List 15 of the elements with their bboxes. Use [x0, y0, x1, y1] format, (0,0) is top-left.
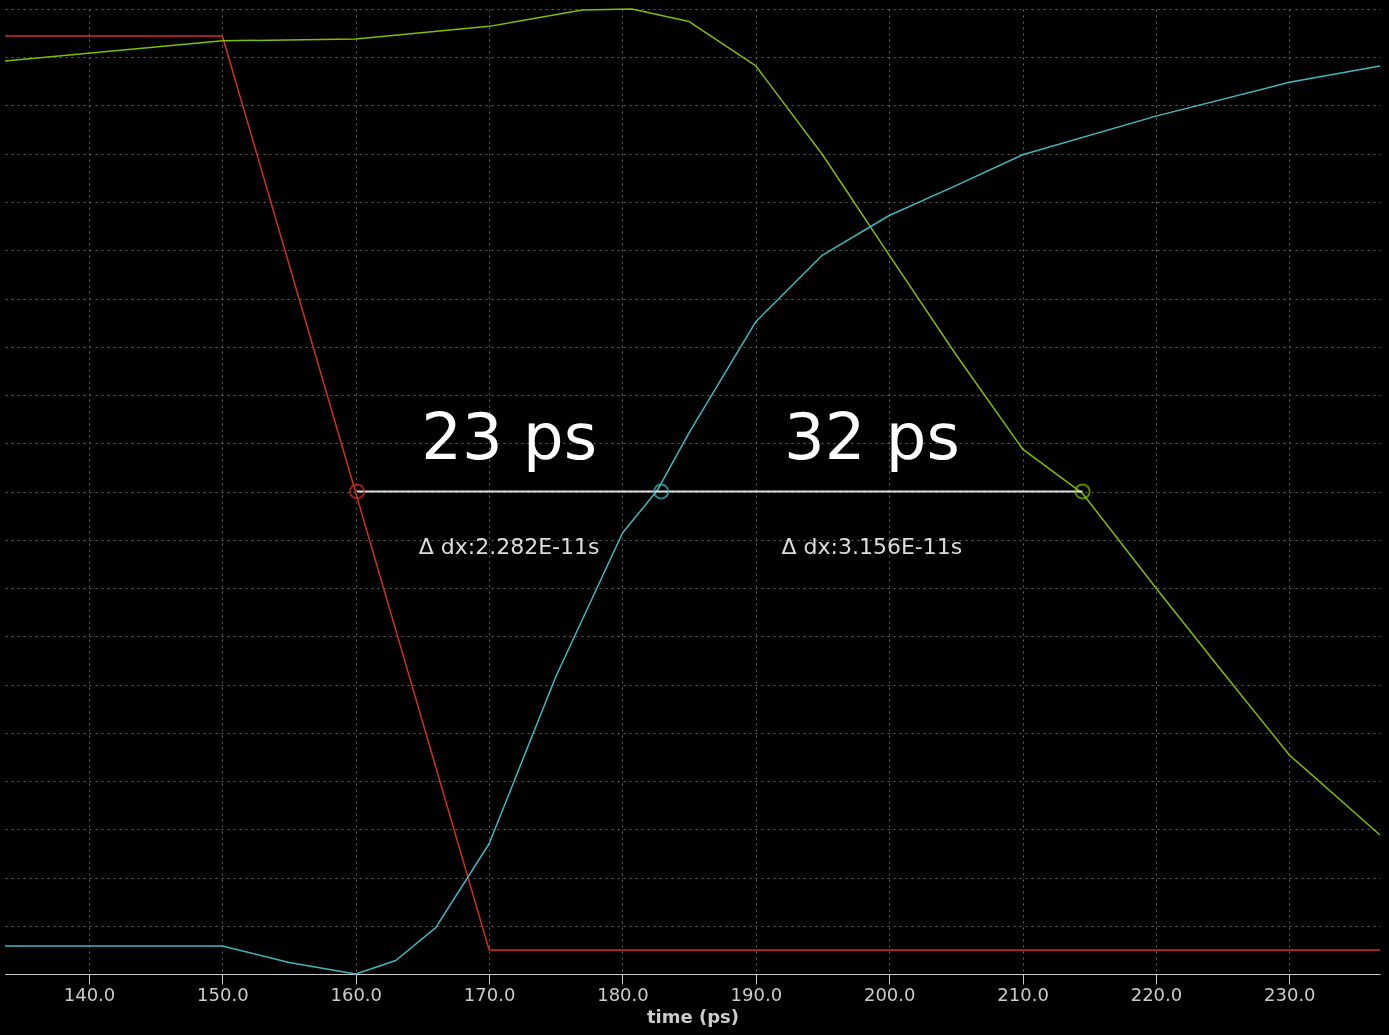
x-tick-label: 210.0 [997, 983, 1049, 1005]
annotation: Δ dx:3.156E-11s [781, 533, 963, 559]
x-tick-label: 170.0 [463, 983, 516, 1005]
annotation: 32 ps [784, 399, 960, 474]
x-tick-label: 160.0 [330, 983, 383, 1005]
x-tick-label: 230.0 [1264, 983, 1316, 1005]
x-tick-label: 190.0 [730, 983, 783, 1005]
x-tick-label: 180.0 [597, 983, 649, 1005]
x-axis-title: time (ps) [646, 1005, 740, 1027]
annotation: Δ dx:2.282E-11s [418, 533, 600, 559]
x-tick-label: 220.0 [1130, 983, 1183, 1005]
x-tick-label: 140.0 [63, 983, 116, 1005]
x-tick-label: 150.0 [197, 983, 249, 1005]
annotation: 23 ps [421, 399, 597, 474]
x-tick-label: 200.0 [863, 983, 916, 1005]
